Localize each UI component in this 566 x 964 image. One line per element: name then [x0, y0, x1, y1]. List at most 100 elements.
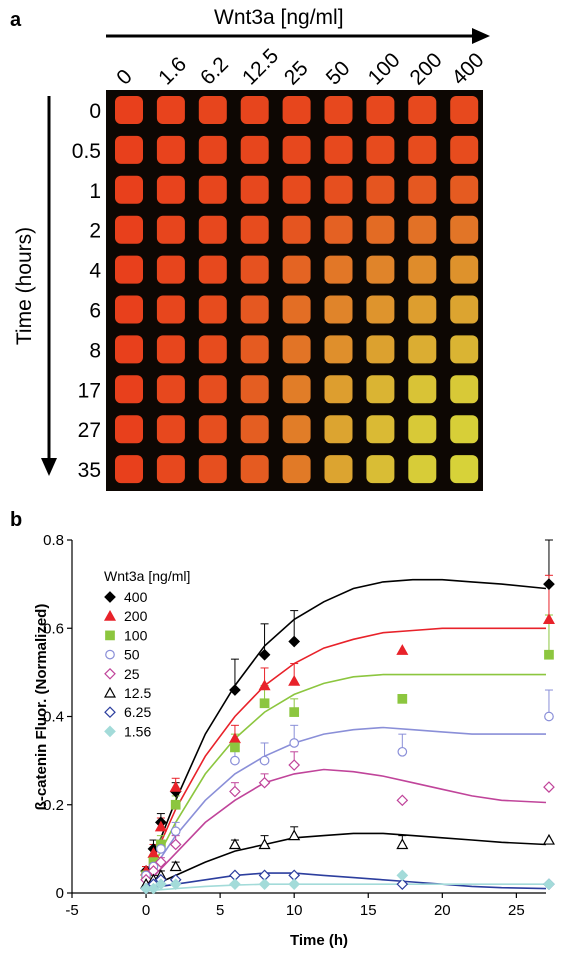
x-axis-title: Time (h) — [290, 932, 348, 949]
array-spot — [408, 375, 437, 404]
array-spot — [282, 415, 311, 444]
array-spot — [408, 96, 437, 124]
data-point — [258, 878, 271, 891]
array-spot — [366, 455, 395, 484]
array-spot — [198, 415, 227, 444]
data-point — [258, 648, 271, 661]
time-arrow-head — [41, 458, 57, 476]
array-spot — [115, 215, 143, 244]
data-point — [542, 613, 555, 625]
array-spot — [366, 375, 395, 404]
y-tick-label: 0.4 — [43, 709, 64, 726]
array-spot — [240, 455, 269, 484]
legend-entry: 1.56 — [124, 723, 151, 739]
data-point — [543, 781, 555, 793]
time-label: 0.5 — [72, 140, 101, 163]
concentration-label: 25 — [280, 57, 313, 90]
legend-entry: 200 — [124, 608, 148, 624]
array-spot — [408, 215, 437, 244]
array-spot — [198, 455, 227, 484]
array-spot — [156, 295, 185, 324]
x-tick-label: 10 — [286, 902, 303, 919]
array-spot — [366, 135, 395, 164]
y-axis-title: ß-catenin Fluor. (Normalized) — [33, 604, 50, 811]
array-spot — [115, 335, 143, 364]
data-point — [544, 711, 554, 722]
data-point — [169, 838, 182, 851]
data-point — [154, 820, 167, 832]
time-label: 27 — [78, 419, 101, 442]
legend-marker — [104, 725, 116, 738]
array-spot — [282, 175, 311, 204]
array-spot — [198, 255, 227, 284]
time-label: 0 — [89, 100, 101, 123]
array-spot — [366, 335, 395, 364]
array-spot — [324, 175, 353, 204]
data-point — [229, 684, 241, 696]
array-spot — [282, 455, 311, 484]
legend-entry: 100 — [124, 627, 148, 643]
array-spot — [366, 96, 395, 124]
data-point — [169, 878, 182, 891]
array-spot — [324, 215, 353, 244]
array-spot — [282, 215, 311, 244]
array-spot — [408, 135, 437, 164]
data-point — [155, 878, 167, 891]
panel-b-label: b — [10, 509, 22, 531]
array-spot — [366, 215, 395, 244]
x-tick-label: 5 — [216, 902, 224, 919]
array-spot — [408, 255, 437, 284]
array-spot — [366, 415, 395, 444]
array-spot — [156, 375, 185, 404]
array-spot — [240, 255, 269, 284]
data-point — [147, 882, 160, 895]
array-spot — [324, 295, 353, 324]
array-spot — [156, 455, 185, 484]
data-point — [289, 738, 300, 748]
time-label: 2 — [89, 220, 101, 243]
array-spot — [324, 255, 353, 284]
microarray-spots — [115, 96, 479, 484]
x-tick-label: 25 — [508, 902, 525, 919]
array-spot — [324, 375, 353, 404]
data-point — [156, 844, 166, 854]
data-point — [258, 776, 271, 789]
x-tick-label: -5 — [65, 902, 78, 919]
fit-curve-12.5 — [145, 832, 547, 890]
array-spot — [115, 295, 143, 324]
fit-curve-100 — [145, 673, 546, 881]
array-spot — [198, 295, 227, 324]
concentration-label: 1.6 — [154, 53, 191, 90]
legend-marker — [105, 630, 115, 641]
legend-items: 400 200 100 50 25 12.5 6.25 1.56 — [103, 589, 151, 739]
array-spot — [240, 335, 269, 364]
array-spot — [282, 375, 311, 404]
array-spot — [198, 215, 227, 244]
data-point — [230, 742, 240, 753]
data-point — [288, 878, 301, 891]
array-spot — [240, 375, 269, 404]
array-spot — [282, 255, 311, 284]
data-point — [230, 755, 240, 766]
fit-curve-25 — [145, 768, 547, 885]
data-points — [140, 578, 555, 895]
panel-a-y-title: Time (hours) — [13, 227, 36, 345]
panel-a-label: a — [10, 9, 22, 31]
array-spot — [450, 135, 479, 164]
array-spot — [282, 96, 311, 124]
data-point — [229, 878, 241, 891]
time-label: 35 — [78, 459, 101, 482]
y-ticks: 0 0.2 0.4 0.6 0.8 — [43, 532, 72, 902]
array-spot — [450, 215, 479, 244]
panel-a-x-title: Wnt3a [ng/ml] — [214, 6, 344, 29]
array-spot — [115, 375, 143, 404]
fit-curve-1.56 — [146, 883, 546, 892]
array-spot — [156, 175, 185, 204]
array-spot — [324, 415, 353, 444]
data-point — [289, 707, 300, 717]
legend-entry: 50 — [124, 647, 140, 663]
array-spot — [282, 135, 311, 164]
array-spot — [450, 175, 479, 204]
array-spot — [240, 295, 269, 324]
array-spot — [408, 295, 437, 324]
